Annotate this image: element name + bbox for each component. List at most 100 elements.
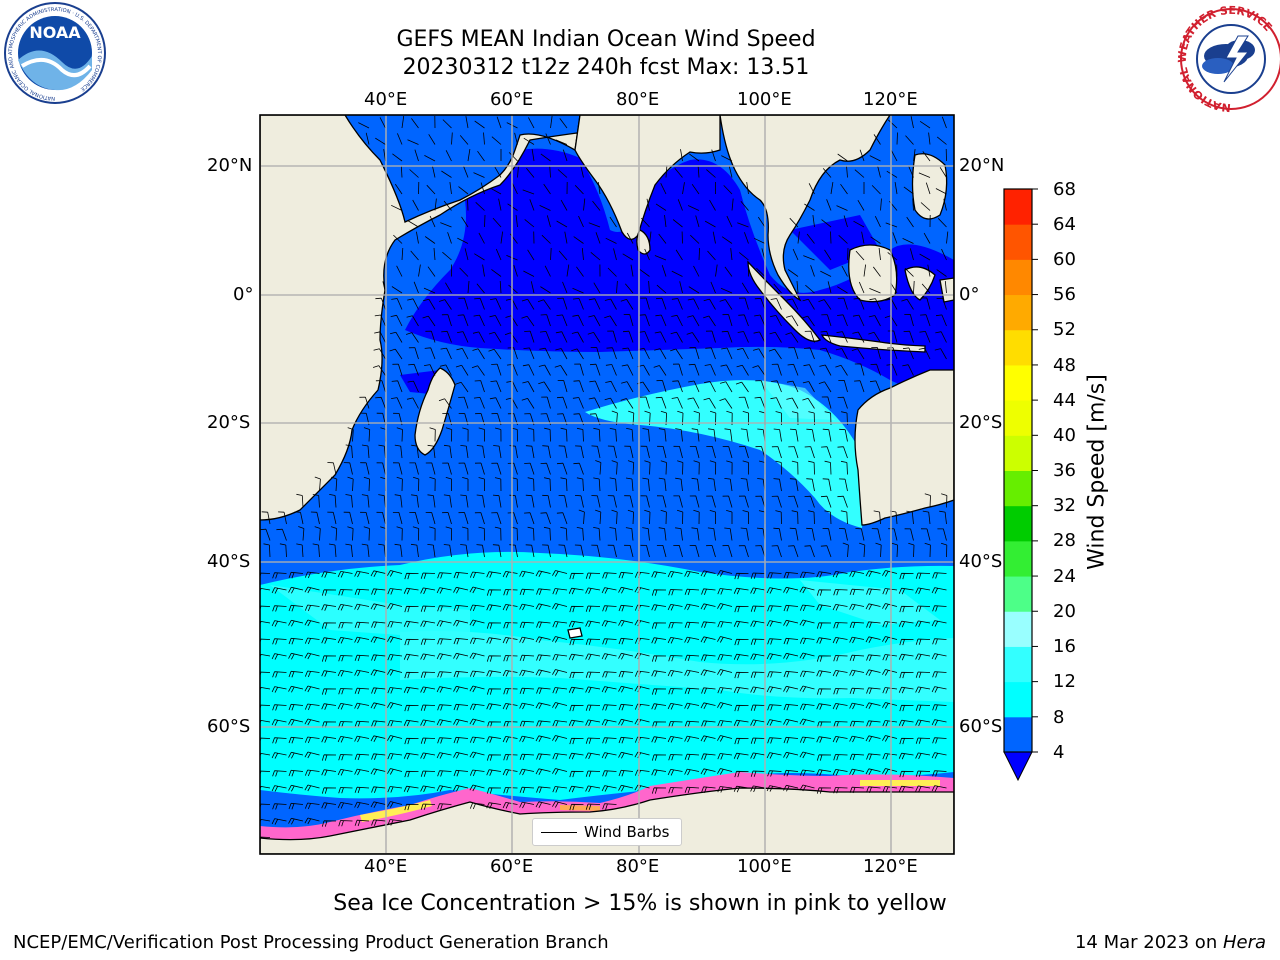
wind-barb	[535, 801, 551, 808]
wind-barb	[424, 347, 436, 360]
wind-barb	[866, 786, 881, 793]
wind-barb	[675, 249, 683, 261]
wind-barb	[611, 460, 618, 475]
wind-barb	[354, 636, 370, 644]
wind-barb	[849, 735, 865, 743]
wind-barb	[808, 183, 815, 195]
wind-barb	[684, 753, 700, 761]
wind-barb	[404, 737, 419, 745]
wind-barb	[558, 495, 568, 508]
wind-barb	[711, 149, 716, 162]
wind-barb	[919, 253, 931, 261]
wind-barb	[428, 134, 436, 145]
wind-barb	[465, 116, 469, 129]
wind-barb	[667, 703, 683, 710]
wind-barb	[443, 200, 452, 211]
wind-barb	[460, 544, 469, 558]
chart-subtitle: 20230312 t12z 240h fcst Max: 13.51	[402, 55, 810, 80]
wind-barb	[639, 396, 650, 409]
wind-barb	[474, 120, 485, 129]
colorbar-segment	[1004, 435, 1032, 471]
wind-barb	[519, 588, 535, 596]
chart-title: GEFS MEAN Indian Ocean Wind Speed	[396, 27, 816, 52]
wind-barb	[403, 620, 419, 628]
wind-barb	[689, 153, 700, 162]
wind-barb	[733, 719, 749, 727]
wind-barb	[766, 653, 782, 660]
wind-barb	[717, 621, 733, 628]
wind-barb	[738, 396, 749, 409]
land-java	[820, 334, 926, 353]
wind-barb	[783, 604, 799, 612]
wind-barb	[360, 511, 370, 525]
wind-barb	[754, 237, 766, 244]
wind-barb	[697, 165, 700, 178]
wind-barb	[691, 527, 700, 541]
wind-barb	[906, 510, 914, 525]
wind-barb	[767, 737, 782, 744]
wind-barb	[473, 172, 485, 178]
wind-barb	[915, 605, 931, 612]
colorbar	[1003, 188, 1038, 782]
wind-barb	[271, 653, 287, 660]
wind-barb	[786, 397, 799, 409]
wind-barb	[475, 202, 485, 211]
wind-barb	[574, 495, 584, 508]
wind-barb	[272, 704, 287, 711]
wind-barb	[734, 605, 749, 613]
wind-barb	[767, 770, 782, 777]
wind-barb	[943, 198, 947, 211]
wind-barb	[529, 199, 535, 211]
wind-barb	[370, 702, 386, 709]
wind-barb	[710, 281, 716, 294]
wind-barb	[375, 297, 386, 310]
wind-barb	[746, 182, 749, 195]
wind-barb	[540, 286, 551, 294]
wind-barb	[573, 462, 584, 475]
wind-barb	[898, 719, 914, 727]
wind-barb	[288, 784, 304, 792]
wind-barb	[913, 149, 916, 162]
wind-barb	[474, 253, 485, 261]
wind-barb	[486, 604, 502, 611]
wind-barb	[488, 331, 502, 343]
colorbar-segment	[1004, 611, 1032, 647]
wind-barb	[310, 511, 320, 525]
wind-barb	[651, 670, 667, 677]
wind-barb	[618, 586, 634, 594]
wind-barb	[437, 737, 452, 744]
wind-barb	[931, 587, 947, 594]
wind-barb	[288, 604, 304, 612]
wind-barb	[541, 234, 551, 244]
wind-barb	[836, 331, 848, 343]
wind-barb	[750, 686, 766, 694]
wind-barb	[373, 348, 386, 360]
wind-barb	[750, 620, 766, 628]
wind-barb	[721, 330, 733, 343]
wind-barb	[908, 542, 915, 558]
wind-barb	[737, 331, 749, 343]
wind-barb	[595, 509, 602, 525]
wind-barb	[750, 671, 766, 678]
wind-barb	[721, 347, 733, 360]
wind-barb	[420, 572, 436, 579]
wind-barb	[651, 637, 667, 644]
wind-barb	[556, 314, 568, 327]
wind-barb	[552, 603, 568, 610]
wind-barb	[909, 248, 914, 261]
wind-barb	[865, 570, 881, 577]
wind-barb	[420, 752, 436, 760]
wind-barb	[591, 445, 601, 459]
wind-barb	[604, 298, 617, 310]
wind-barb	[750, 785, 766, 793]
wind-barb	[651, 703, 667, 710]
wind-barb	[370, 603, 386, 610]
wind-barb	[412, 526, 420, 541]
wind-barb	[371, 588, 386, 595]
wind-barb	[571, 331, 584, 343]
wind-barb	[593, 282, 601, 294]
wind-barb	[750, 587, 766, 595]
wind-barb	[409, 169, 419, 178]
wind-barb	[684, 570, 700, 578]
